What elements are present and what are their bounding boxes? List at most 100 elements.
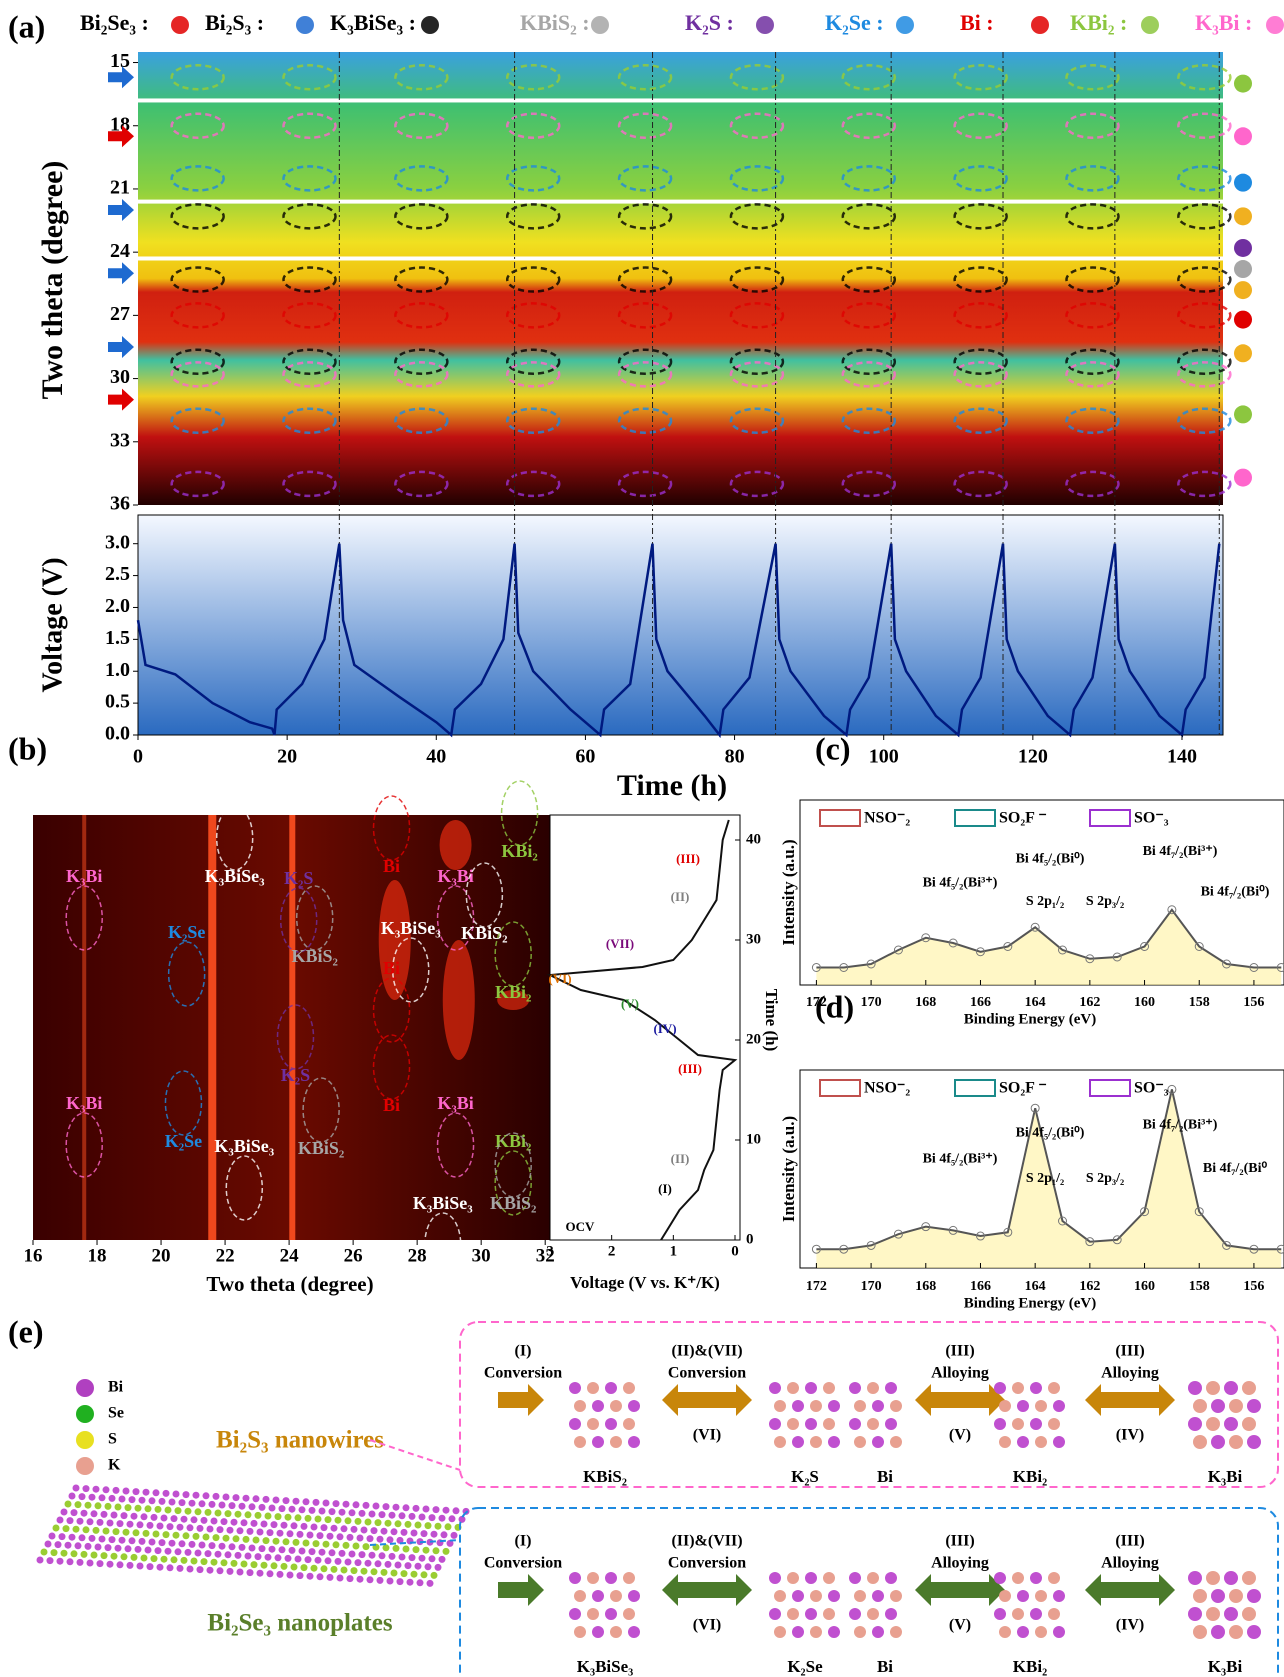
- crystal-atom: [106, 1519, 114, 1527]
- cluster-atom: [1229, 1589, 1243, 1603]
- cluster-atom: [828, 1626, 840, 1638]
- crystal-atom: [356, 1575, 364, 1583]
- crystal-atom: [130, 1553, 138, 1561]
- x-axis-label: Time (h): [617, 769, 727, 802]
- crystal-atom: [238, 1543, 246, 1551]
- crystal-atom: [438, 1555, 446, 1563]
- phase-marker: [841, 112, 897, 139]
- crystal-atom: [432, 1547, 440, 1555]
- crystal-atom: [262, 1537, 270, 1545]
- phase-label: Bi: [383, 958, 400, 978]
- phase-marker: [394, 64, 449, 91]
- crystal-atom: [96, 1560, 104, 1568]
- crystal-atom: [208, 1542, 216, 1550]
- cluster-atom: [1048, 1608, 1060, 1620]
- legend-label: SO⁻₃: [1134, 810, 1169, 827]
- crystal-atom: [150, 1555, 158, 1563]
- peak-label: S 2p₁/₂: [1026, 894, 1064, 909]
- crystal-atom: [64, 1541, 72, 1549]
- phase-marker: [500, 780, 539, 846]
- crystal-atom: [170, 1515, 178, 1523]
- data-point: [1249, 1244, 1259, 1254]
- crystal-atom: [340, 1566, 348, 1574]
- phase-marker: [170, 407, 225, 434]
- phase-icon: [1234, 127, 1252, 146]
- data-point: [921, 933, 931, 943]
- crystal-atom: [298, 1506, 306, 1514]
- crystal-atom: [158, 1539, 166, 1547]
- cluster-atom: [592, 1436, 604, 1448]
- zoom-line: [369, 1439, 461, 1471]
- crystal-atom: [196, 1566, 204, 1574]
- cluster-atom: [1193, 1589, 1207, 1603]
- crystal-atom: [412, 1504, 420, 1512]
- crystal-atom: [102, 1527, 110, 1535]
- phase-label: KBiS₂: [298, 1138, 344, 1158]
- crystal-atom: [302, 1539, 310, 1547]
- crystal-atom: [288, 1546, 296, 1554]
- crystal-atom: [314, 1515, 322, 1523]
- reaction-arrow: [1085, 1384, 1175, 1416]
- crystal-atom: [276, 1529, 284, 1537]
- x-tick-label: 172: [806, 1279, 827, 1294]
- step-label: Alloying: [931, 1365, 989, 1382]
- phase-icon: [1234, 310, 1252, 329]
- data-point: [1167, 1084, 1177, 1094]
- crystal-atom: [306, 1531, 314, 1539]
- crystal-atom: [220, 1518, 228, 1526]
- crystal-atom: [252, 1536, 260, 1544]
- crystal-atom: [168, 1498, 176, 1506]
- reaction-arrow: [915, 1384, 1005, 1416]
- phase-marker: [953, 165, 1008, 192]
- phase-marker: [729, 112, 785, 139]
- crystal-atom: [402, 1545, 410, 1553]
- crystal-atom: [48, 1532, 56, 1540]
- crystal-atom: [264, 1512, 272, 1520]
- phase-icon: [1234, 405, 1252, 424]
- cluster-atom: [999, 1590, 1011, 1602]
- crystal-atom: [102, 1486, 110, 1494]
- crystal-atom: [278, 1546, 286, 1554]
- cluster-atom: [792, 1626, 804, 1638]
- crystal-atom: [62, 1525, 70, 1533]
- crystal-atom: [430, 1571, 438, 1579]
- crystal-atom: [332, 1541, 340, 1549]
- crystal-atom: [262, 1495, 270, 1503]
- cluster-atom: [787, 1382, 799, 1394]
- crystal-atom: [86, 1518, 94, 1526]
- crystal-atom: [278, 1505, 286, 1513]
- data-point: [866, 959, 876, 969]
- phase-marker: [282, 348, 337, 375]
- envelope-line: [816, 1089, 1282, 1251]
- legend-swatch: [819, 1079, 861, 1097]
- crystal-atom: [296, 1530, 304, 1538]
- crystal-atom: [292, 1497, 300, 1505]
- crystal-atom: [444, 1523, 452, 1531]
- crystal-atom: [438, 1514, 446, 1522]
- crystal-atom: [280, 1562, 288, 1570]
- crystal-atom: [146, 1521, 154, 1529]
- crystal-atom: [326, 1573, 334, 1581]
- x-tick-label: 24: [280, 1245, 300, 1266]
- data-point: [1167, 905, 1177, 915]
- crystal-atom: [306, 1572, 314, 1580]
- legend-label: K₂Se :: [825, 10, 884, 35]
- crystal-atom: [78, 1493, 86, 1501]
- crystal-atom: [78, 1534, 86, 1542]
- step-label: (III): [945, 1343, 974, 1360]
- crystal-atom: [240, 1560, 248, 1568]
- crystal-atom: [230, 1518, 238, 1526]
- process-box: [459, 1321, 1279, 1488]
- crystal-atom: [424, 1563, 432, 1571]
- phase-marker: [394, 112, 449, 139]
- phase-marker: [494, 1150, 532, 1216]
- crystal-atom: [380, 1527, 388, 1535]
- crystal-atom: [242, 1535, 250, 1543]
- phase-marker: [372, 1034, 411, 1100]
- phase-marker: [617, 64, 673, 91]
- cluster-atom: [885, 1382, 897, 1394]
- reaction-arrow: [662, 1384, 752, 1416]
- legend-label: Bi₂S₃ :: [205, 10, 264, 35]
- phase-marker: [302, 1077, 340, 1143]
- crystal-atom: [332, 1500, 340, 1508]
